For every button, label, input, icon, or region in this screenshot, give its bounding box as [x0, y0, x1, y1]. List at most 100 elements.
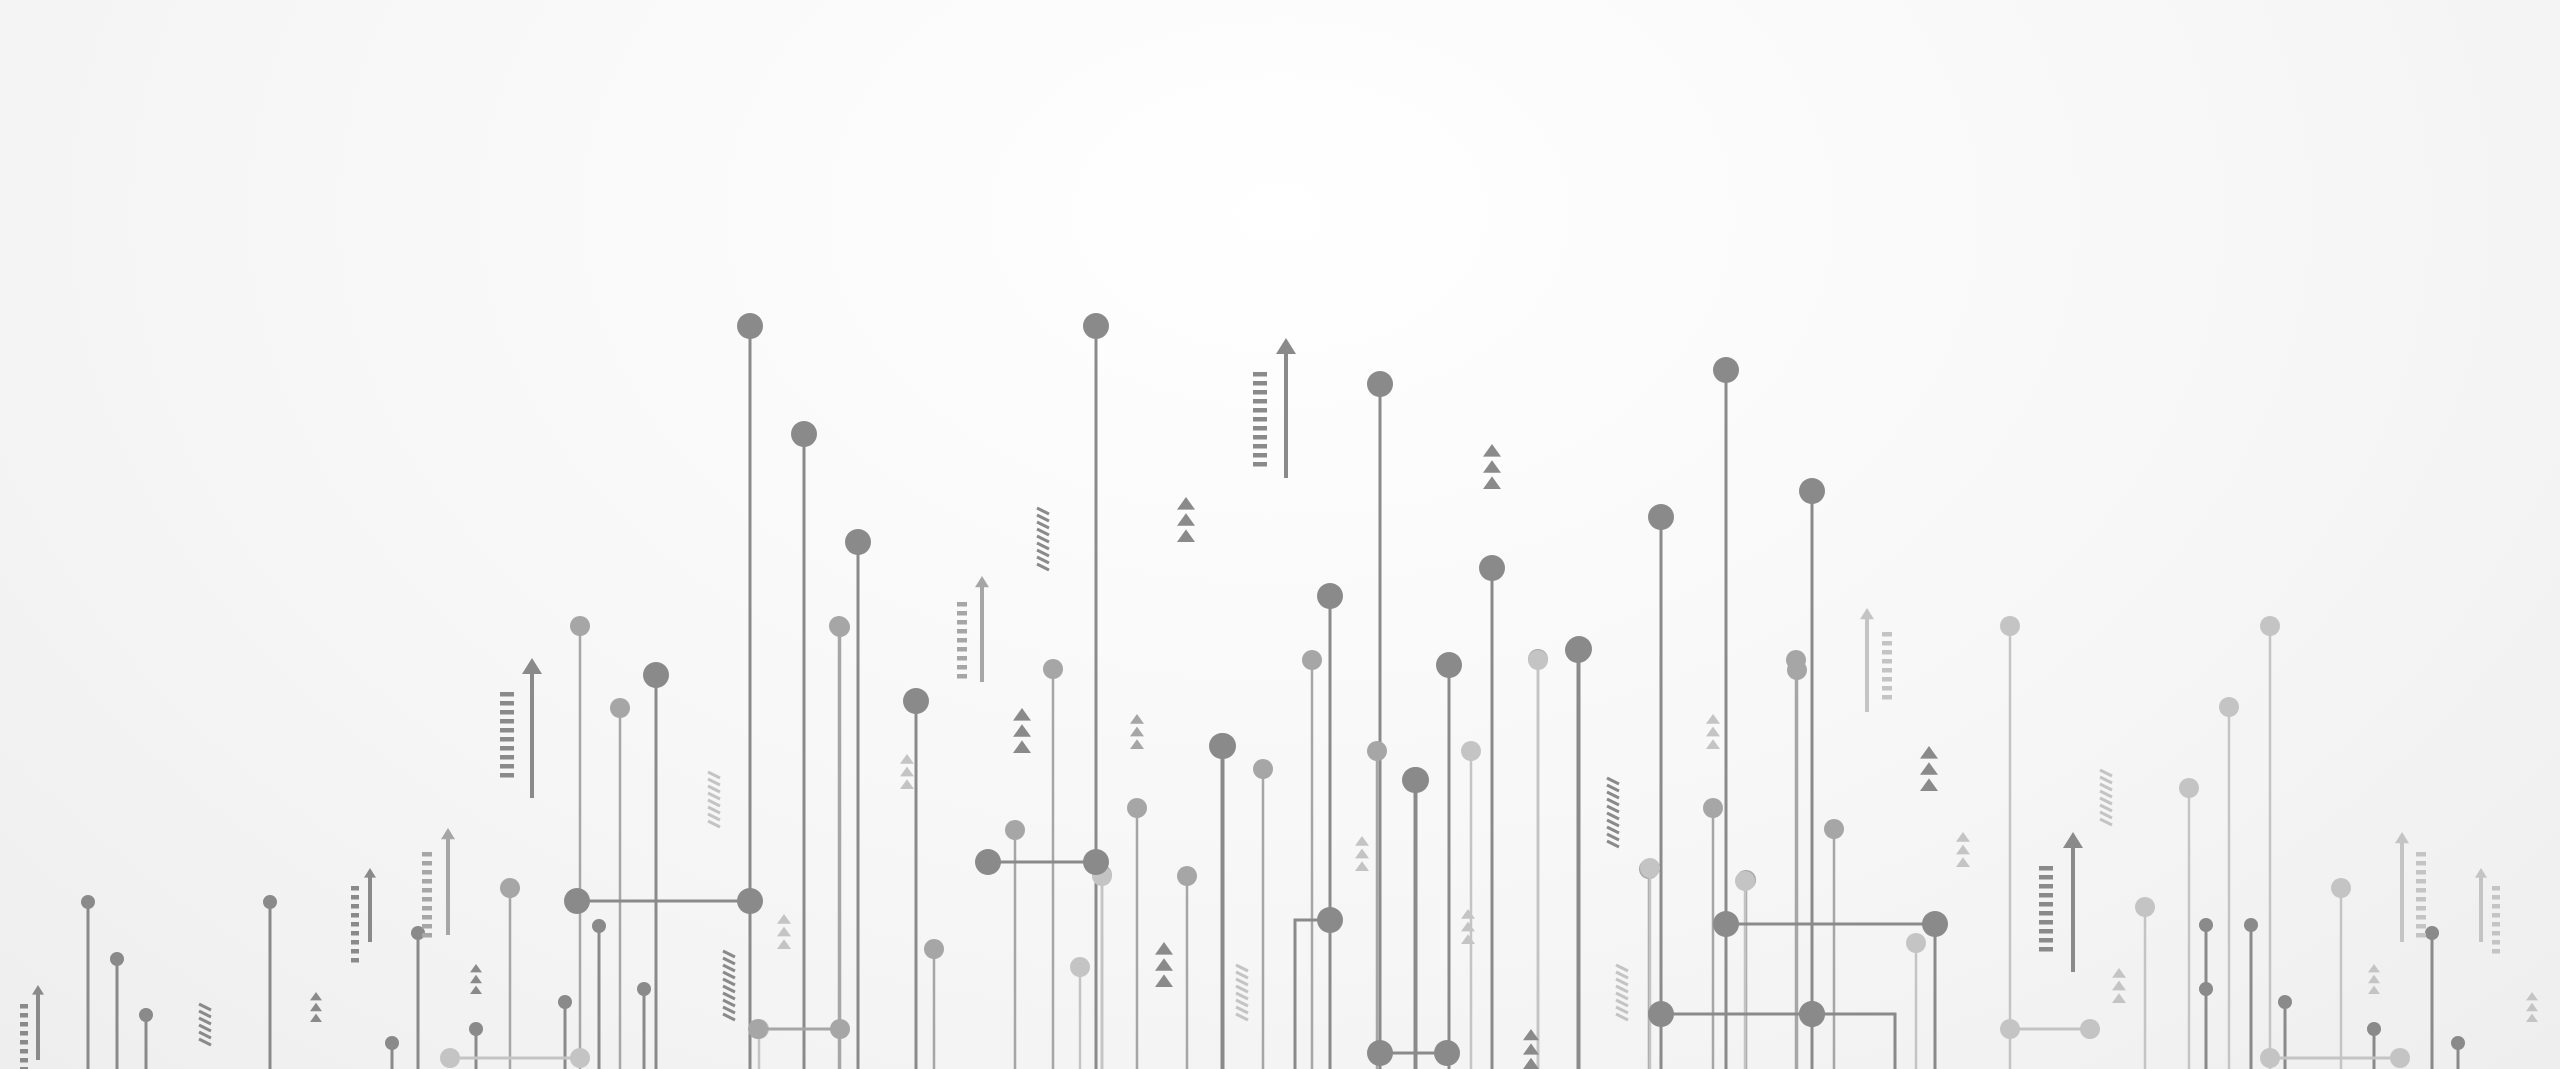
hatch-icon: [722, 1005, 736, 1015]
hatch-icon: [1606, 839, 1620, 849]
circuit-node: [1479, 555, 1505, 581]
circuit-node: [1648, 1001, 1674, 1027]
circuit-node: [1713, 911, 1739, 937]
hatch-icon: [722, 991, 736, 1001]
hatch-icon: [722, 977, 736, 987]
circuit-node: [1210, 733, 1236, 759]
dash-bar-icon: [351, 904, 359, 909]
dash-bar-icon: [2416, 897, 2426, 902]
circuit-node: [1317, 907, 1343, 933]
dash-bar-icon: [1882, 641, 1892, 646]
hatch-icon: [1606, 790, 1620, 800]
dash-bar-icon: [2492, 940, 2500, 945]
dash-bar-icon: [2492, 931, 2500, 936]
hatch-icon: [2099, 810, 2113, 820]
arrow-head-icon: [364, 868, 376, 878]
circuit-node: [2219, 697, 2239, 717]
circuit-node: [1640, 858, 1660, 878]
circuit-node: [469, 1022, 483, 1036]
hatch-icon: [707, 784, 721, 794]
dash-bar-icon: [500, 701, 514, 706]
dash-bar-icon: [500, 773, 514, 778]
circuit-node: [637, 982, 651, 996]
dash-bar-icon: [422, 924, 432, 929]
triangle-icon: [1956, 857, 1970, 867]
triangle-icon: [1155, 974, 1173, 987]
triangle-icon: [1130, 714, 1144, 724]
triangle-icon: [470, 985, 482, 994]
dash-bar-icon: [957, 674, 967, 679]
triangle-icon: [2526, 1013, 2538, 1022]
triangle-icon: [900, 766, 914, 777]
dash-bar-icon: [422, 897, 432, 902]
triangle-icon: [1177, 497, 1195, 510]
dash-bar-icon: [957, 656, 967, 661]
dash-bar-icon: [351, 922, 359, 927]
triangle-icon: [777, 914, 791, 924]
circuit-node: [385, 1036, 399, 1050]
hatch-icon: [722, 998, 736, 1008]
triangle-icon: [1956, 844, 1970, 855]
circuit-node: [1735, 871, 1755, 891]
triangle-icon: [900, 754, 914, 764]
circuit-node: [81, 895, 95, 909]
triangle-icon: [2368, 964, 2380, 973]
circuit-node: [1367, 1040, 1393, 1066]
circuit-node: [570, 616, 590, 636]
dash-bar-icon: [351, 913, 359, 918]
dash-bar-icon: [500, 755, 514, 760]
triangle-icon: [1013, 740, 1031, 753]
hatch-icon: [1235, 963, 1249, 973]
hatch-icon: [707, 777, 721, 787]
dash-bar-icon: [2492, 904, 2500, 909]
hatch-icon: [1235, 970, 1249, 980]
triangle-icon: [2112, 968, 2126, 978]
dash-bar-icon: [2416, 915, 2426, 920]
dash-bar-icon: [1882, 632, 1892, 637]
hatch-icon: [1615, 977, 1629, 987]
hatch-icon: [2099, 768, 2113, 778]
triangle-icon: [2112, 993, 2126, 1003]
dash-bar-icon: [422, 879, 432, 884]
dash-bar-icon: [351, 886, 359, 891]
dash-bar-icon: [351, 958, 359, 963]
circuit-node: [1317, 583, 1343, 609]
triangle-icon: [777, 939, 791, 949]
circuit-node: [1083, 849, 1109, 875]
circuit-node: [1083, 313, 1109, 339]
triangle-icon: [1523, 1043, 1539, 1055]
circuit-node: [110, 952, 124, 966]
dash-bar-icon: [1253, 372, 1267, 377]
arrow-head-icon: [975, 576, 989, 588]
circuit-node: [610, 698, 630, 718]
arrow-head-icon: [1860, 608, 1874, 620]
triangle-icon: [1155, 958, 1173, 971]
triangle-icon: [1920, 762, 1938, 775]
circuit-node: [411, 926, 425, 940]
circuit-node: [2278, 995, 2292, 1009]
triangle-icon: [1483, 460, 1501, 473]
hatch-icon: [2099, 796, 2113, 806]
dash-bar-icon: [2039, 893, 2053, 898]
hatch-icon: [198, 1009, 212, 1019]
circuit-node: [1565, 637, 1591, 663]
dash-bar-icon: [351, 895, 359, 900]
hatch-icon: [1606, 818, 1620, 828]
circuit-node: [570, 1048, 590, 1068]
circuit-node: [1367, 371, 1393, 397]
triangle-icon: [1523, 1057, 1539, 1069]
dash-bar-icon: [2416, 888, 2426, 893]
hatch-icon: [1606, 776, 1620, 786]
circuit-node: [748, 1019, 768, 1039]
hatch-icon: [1235, 991, 1249, 1001]
dash-bar-icon: [2416, 852, 2426, 857]
dash-bar-icon: [351, 949, 359, 954]
dash-bar-icon: [2039, 929, 2053, 934]
hatch-icon: [1606, 783, 1620, 793]
hatch-icon: [1615, 984, 1629, 994]
triangle-icon: [1130, 739, 1144, 749]
arrow-head-icon: [522, 658, 542, 674]
triangle-icon: [310, 992, 322, 1001]
hatch-icon: [1615, 1012, 1629, 1022]
